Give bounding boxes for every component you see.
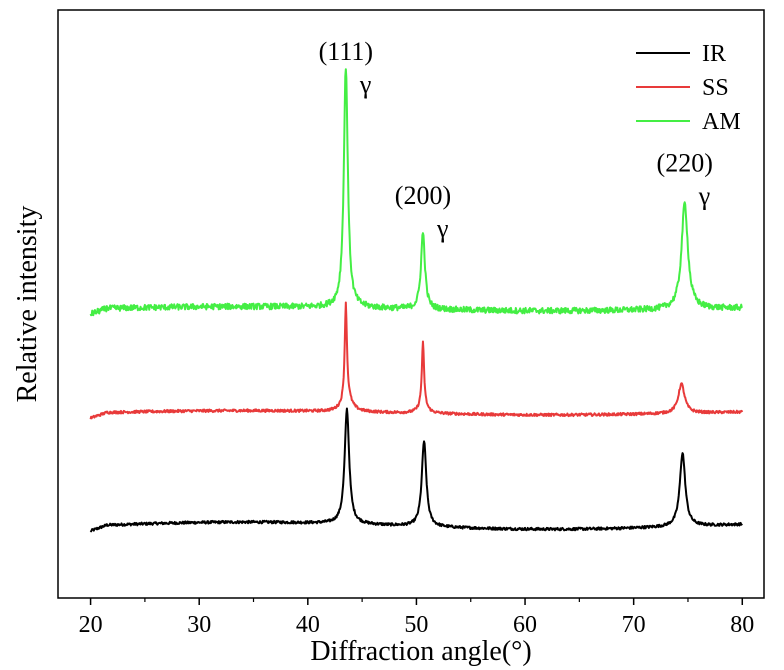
x-tick-label-40: 40 xyxy=(296,612,320,638)
x-tick-label-50: 50 xyxy=(404,612,428,638)
gamma-label-0: γ xyxy=(359,70,372,99)
x-tick-label-60: 60 xyxy=(513,612,537,638)
series-line-ss xyxy=(89,301,744,420)
gamma-label-2: γ xyxy=(698,182,711,211)
x-tick-label-20: 20 xyxy=(79,612,103,638)
peak-label-1: (200) xyxy=(395,181,451,210)
x-axis-title: Diffraction angle(°) xyxy=(310,636,531,667)
x-tick-label-80: 80 xyxy=(730,612,754,638)
legend-label-ir: IR xyxy=(702,41,726,67)
legend-label-ss: SS xyxy=(702,75,729,101)
x-tick-label-70: 70 xyxy=(622,612,646,638)
x-tick-label-30: 30 xyxy=(187,612,211,638)
series-line-am xyxy=(89,68,743,317)
gamma-label-1: γ xyxy=(436,214,449,243)
series-line-ir xyxy=(89,407,743,533)
peak-label-0: (111) xyxy=(319,37,373,66)
y-axis-title: Relative intensity xyxy=(12,206,43,403)
peak-label-2: (220) xyxy=(657,149,713,178)
plot-frame xyxy=(57,9,765,599)
legend-label-am: AM xyxy=(702,109,741,135)
